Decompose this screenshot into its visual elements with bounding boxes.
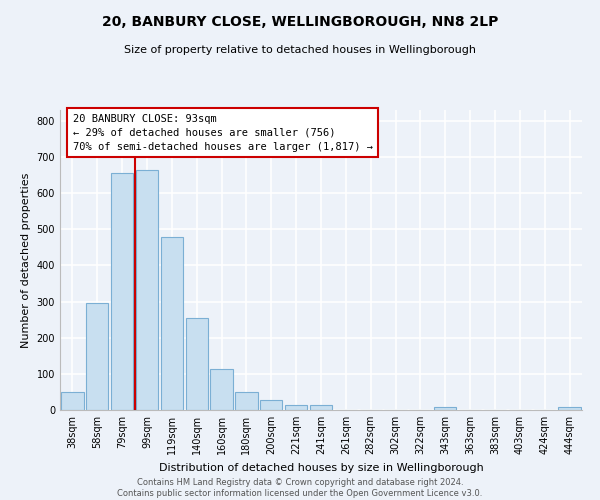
Bar — [310, 405, 332, 410]
Bar — [285, 404, 307, 410]
Y-axis label: Number of detached properties: Number of detached properties — [21, 172, 31, 348]
Bar — [161, 236, 183, 410]
Bar — [136, 170, 158, 410]
Text: Size of property relative to detached houses in Wellingborough: Size of property relative to detached ho… — [124, 45, 476, 55]
Bar — [61, 392, 83, 410]
Bar — [211, 369, 233, 410]
Bar — [260, 400, 283, 410]
Bar — [559, 408, 581, 410]
X-axis label: Distribution of detached houses by size in Wellingborough: Distribution of detached houses by size … — [158, 462, 484, 472]
Text: Contains HM Land Registry data © Crown copyright and database right 2024.
Contai: Contains HM Land Registry data © Crown c… — [118, 478, 482, 498]
Text: 20, BANBURY CLOSE, WELLINGBOROUGH, NN8 2LP: 20, BANBURY CLOSE, WELLINGBOROUGH, NN8 2… — [102, 15, 498, 29]
Text: 20 BANBURY CLOSE: 93sqm
← 29% of detached houses are smaller (756)
70% of semi-d: 20 BANBURY CLOSE: 93sqm ← 29% of detache… — [73, 114, 373, 152]
Bar — [185, 318, 208, 410]
Bar — [111, 174, 133, 410]
Bar — [434, 407, 457, 410]
Bar — [235, 392, 257, 410]
Bar — [86, 304, 109, 410]
